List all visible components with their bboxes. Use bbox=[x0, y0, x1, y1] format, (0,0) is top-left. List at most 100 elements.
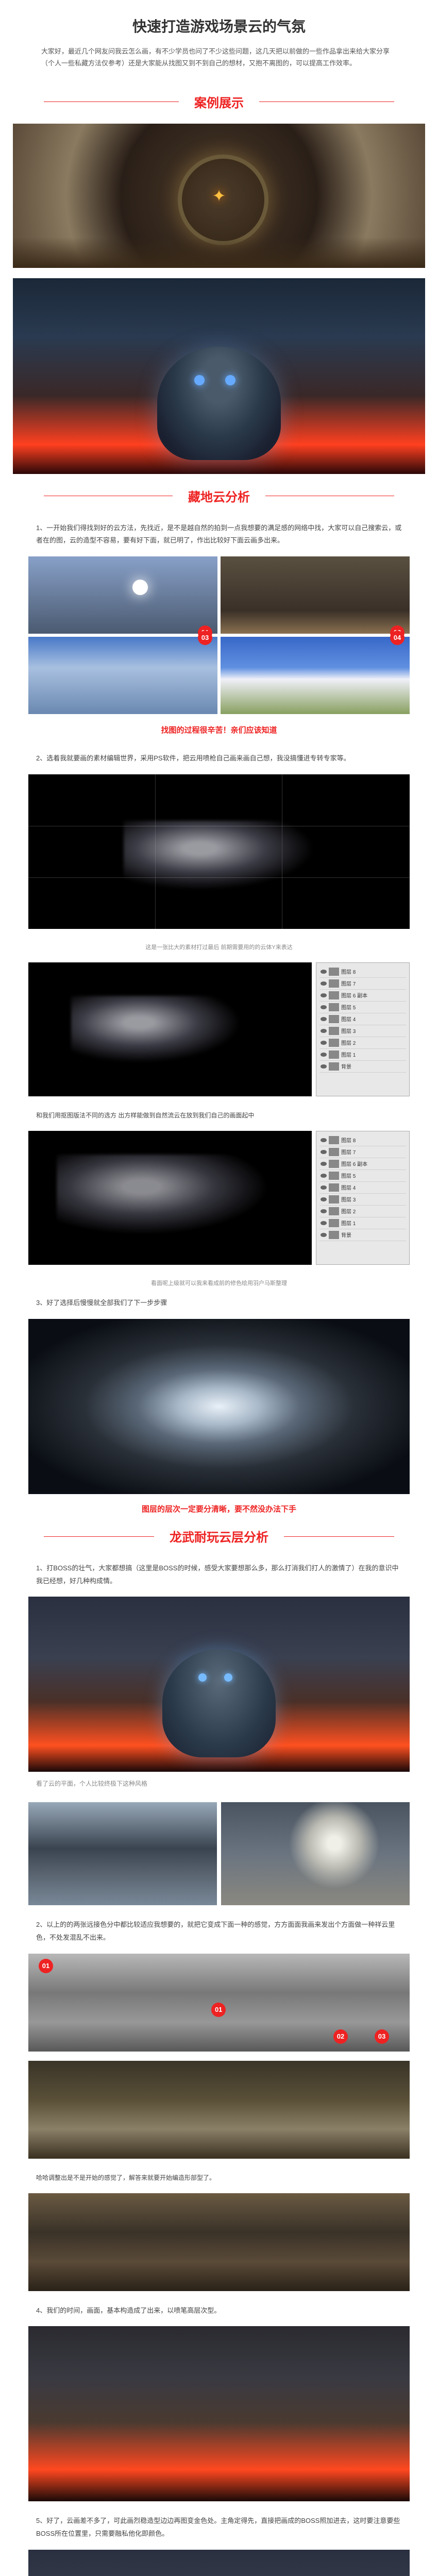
visibility-icon[interactable] bbox=[321, 1138, 327, 1142]
wide-clouds-gray: 01 01 02 03 bbox=[28, 1954, 410, 2052]
visibility-icon[interactable] bbox=[321, 970, 327, 974]
layer-row[interactable]: 图层 2 bbox=[319, 1206, 406, 1217]
visibility-icon[interactable] bbox=[321, 1041, 327, 1045]
layers-panel[interactable]: 图层 8 图层 7 图层 6 副本图层 5 图层 4 图层 3 图层 2 图层 1背景 bbox=[316, 962, 410, 1096]
example-image-2 bbox=[0, 278, 438, 474]
layer-row[interactable]: 图层 7 bbox=[319, 1146, 406, 1158]
layer-label: 图层 7 bbox=[341, 979, 405, 987]
layer-thumb bbox=[329, 1039, 339, 1047]
step-text: 和我们用抠图版法不同的选方 出方样能做到自然流云在放到我们自己的画面起中 bbox=[0, 1106, 438, 1126]
visibility-icon[interactable] bbox=[321, 993, 327, 997]
step-text: 2、选着我就要画的素材编辑世界，采用PS软件，把云用喷枪自己画来画自己想，我没搞… bbox=[0, 748, 438, 769]
layer-row[interactable]: 图层 2 bbox=[319, 1037, 406, 1049]
canvas-with-layers: 图层 8 图层 7 图层 6 副本图层 5图层 4 图层 3 图层 2 图层 1 背景 bbox=[28, 1131, 410, 1265]
cloud-shape bbox=[57, 1155, 269, 1235]
visibility-icon[interactable] bbox=[321, 1209, 327, 1213]
layer-label: 图层 2 bbox=[341, 1039, 405, 1046]
sub-caption: 看面呢上级就可以我来看成前的修色绘用羽户马斯整理 bbox=[0, 1274, 438, 1293]
number-badge: 01 bbox=[39, 1959, 53, 1973]
step-text: 4、我们的时间，画面，基本构造成了出来，以喷笔高层次型。 bbox=[0, 2300, 438, 2321]
section-title-label: 案例展示 bbox=[179, 96, 259, 110]
visibility-icon[interactable] bbox=[321, 1005, 327, 1009]
layer-row[interactable]: 图层 5 bbox=[319, 1170, 406, 1182]
layer-row[interactable]: 图层 3 bbox=[319, 1025, 406, 1037]
layer-label: 图层 5 bbox=[341, 1003, 405, 1011]
final-composite bbox=[28, 2326, 410, 2501]
visibility-icon[interactable] bbox=[321, 981, 327, 986]
layer-row[interactable]: 背景 bbox=[319, 1229, 406, 1241]
layer-label: 背景 bbox=[341, 1231, 405, 1239]
intro-text: 大家好，最近几个网友问我云怎么画，有不少学员也问了不少这些问题，这几天把以前做的… bbox=[10, 45, 428, 70]
visibility-icon[interactable] bbox=[321, 1029, 327, 1033]
visibility-icon[interactable] bbox=[321, 1162, 327, 1166]
layer-row[interactable]: 图层 8 bbox=[319, 966, 406, 978]
layer-thumb bbox=[329, 979, 339, 988]
layer-label: 图层 8 bbox=[341, 968, 405, 975]
layer-label: 图层 2 bbox=[341, 1207, 405, 1215]
visibility-icon[interactable] bbox=[321, 1064, 327, 1069]
visibility-icon[interactable] bbox=[321, 1221, 327, 1225]
boss-body bbox=[162, 1649, 276, 1757]
caption: 图层的层次一定要分清晰，要不然没办法下手 bbox=[0, 1503, 438, 1514]
visibility-icon[interactable] bbox=[321, 1174, 327, 1178]
cloud-canvas bbox=[28, 1131, 312, 1265]
layer-label: 图层 4 bbox=[341, 1183, 405, 1191]
layer-thumb bbox=[329, 1015, 339, 1023]
cloud-shape bbox=[124, 821, 314, 890]
page-header: 快速打造游戏场景云的气氛 大家好，最近几个网友问我云怎么画，有不少学员也问了不少… bbox=[0, 0, 438, 80]
layer-label: 图层 3 bbox=[341, 1027, 405, 1035]
visibility-icon[interactable] bbox=[321, 1185, 327, 1190]
visibility-icon[interactable] bbox=[321, 1197, 327, 1201]
layer-label: 图层 7 bbox=[341, 1148, 405, 1156]
layer-thumb bbox=[329, 1231, 339, 1239]
visibility-icon[interactable] bbox=[321, 1233, 327, 1237]
page-title: 快速打造游戏场景云的气氛 bbox=[10, 15, 428, 36]
layer-row[interactable]: 图层 4 bbox=[319, 1013, 406, 1025]
tutorial-page: 快速打造游戏场景云的气氛 大家好，最近几个网友问我云怎么画，有不少学员也问了不少… bbox=[0, 0, 438, 2576]
layer-row[interactable]: 图层 6 副本 bbox=[319, 990, 406, 1002]
layer-row[interactable]: 图层 3 bbox=[319, 1194, 406, 1206]
layers-panel[interactable]: 图层 8 图层 7 图层 6 副本图层 5图层 4 图层 3 图层 2 图层 1 背景 bbox=[316, 1131, 410, 1265]
layer-row[interactable]: 图层 6 副本 bbox=[319, 1158, 406, 1170]
layer-thumb bbox=[329, 1160, 339, 1168]
visibility-icon[interactable] bbox=[321, 1017, 327, 1021]
layer-label: 图层 3 bbox=[341, 1195, 405, 1203]
section-title-2: 藏地云分析 bbox=[0, 487, 438, 505]
layer-row[interactable]: 图层 1 bbox=[319, 1049, 406, 1061]
layer-thumb bbox=[329, 1148, 339, 1156]
layer-thumb bbox=[329, 1050, 339, 1059]
layer-label: 图层 4 bbox=[341, 1015, 405, 1023]
number-badge: 04 bbox=[390, 631, 405, 645]
layer-label: 图层 8 bbox=[341, 1136, 405, 1144]
layer-thumb bbox=[329, 1195, 339, 1204]
section-title-label: 藏地云分析 bbox=[173, 490, 265, 504]
monster-body bbox=[157, 347, 281, 460]
section-title-3: 龙武耐玩云层分析 bbox=[0, 1527, 438, 1545]
storm-pair bbox=[28, 1802, 410, 1905]
layer-thumb bbox=[329, 1207, 339, 1215]
step-text: 1、一开始我们得找到好的云方法，先找近，是不是越自然的拍到一点我想要的满足感的网… bbox=[0, 518, 438, 551]
layers-list: 图层 8 图层 7 图层 6 副本图层 5图层 4 图层 3 图层 2 图层 1 背景 bbox=[319, 1134, 406, 1241]
layer-row[interactable]: 图层 5 bbox=[319, 1002, 406, 1013]
layer-row[interactable]: 图层 1 bbox=[319, 1217, 406, 1229]
visibility-icon[interactable] bbox=[321, 1053, 327, 1057]
layer-row[interactable]: 图层 7 bbox=[319, 978, 406, 990]
layer-row[interactable]: 图层 8 bbox=[319, 1134, 406, 1146]
layer-label: 图层 1 bbox=[341, 1219, 405, 1227]
layer-row[interactable]: 图层 4 bbox=[319, 1182, 406, 1194]
ref-blue-sky: 03 bbox=[28, 637, 217, 714]
layer-thumb bbox=[329, 968, 339, 976]
cloud-cave-result bbox=[28, 1319, 410, 1494]
ref-mountain-sky: 04 bbox=[221, 637, 410, 714]
cloud-shape bbox=[71, 996, 241, 1063]
layer-row[interactable]: 背景 bbox=[319, 1061, 406, 1073]
step-text: 哈哈调整出是不是开始的感觉了，解答来就要开始编造形部型了。 bbox=[0, 2168, 438, 2188]
number-badge: 01 bbox=[211, 2003, 226, 2017]
canvas-with-layers: 图层 8 图层 7 图层 6 副本图层 5 图层 4 图层 3 图层 2 图层 1背景 bbox=[28, 962, 410, 1096]
visibility-icon[interactable] bbox=[321, 1150, 327, 1154]
cloud-canvas-grid bbox=[28, 774, 410, 929]
section-title-1: 案例展示 bbox=[0, 93, 438, 111]
wide-clouds-dark bbox=[28, 2193, 410, 2291]
step-text: 2、以上的的两张远接色分中都比较适应我想要的，就把它变成下面一种的感觉，方方面面… bbox=[0, 1914, 438, 1948]
layer-label: 背景 bbox=[341, 1062, 405, 1070]
